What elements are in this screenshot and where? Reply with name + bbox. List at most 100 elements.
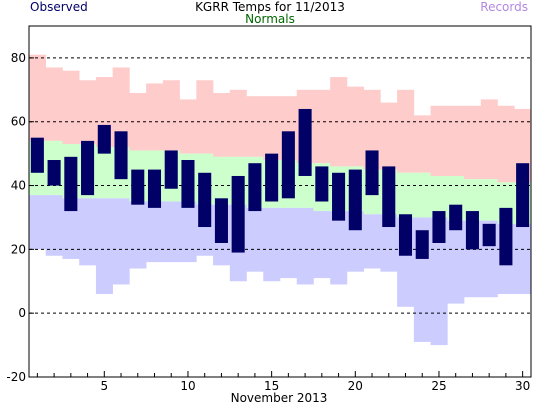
climate-bands (29, 54, 532, 346)
observed-bar (114, 131, 128, 180)
record-low-band (95, 198, 113, 295)
observed-bar (248, 163, 262, 212)
record-high-band (497, 105, 515, 183)
observed-bar (348, 169, 362, 231)
observed-bar (265, 153, 279, 202)
x-axis-label: November 2013 (231, 391, 328, 405)
y-tick-label: 0 (18, 306, 26, 320)
record-low-band (263, 207, 281, 282)
record-low-band (296, 207, 314, 285)
observed-bar (214, 198, 228, 243)
normal-band (413, 172, 431, 218)
record-low-band (313, 211, 331, 279)
axes: -20 0 20 40 60 80 5 10 15 20 25 30 (6, 25, 532, 393)
y-tick-label: 60 (11, 115, 26, 129)
observed-bar (465, 211, 479, 250)
record-low-band (79, 198, 97, 266)
normal-band (213, 156, 231, 205)
record-high-band (363, 89, 381, 170)
record-high-band (464, 105, 482, 180)
x-tick-label: 15 (264, 379, 279, 393)
observed-bar (47, 160, 61, 186)
legend-observed: Observed (30, 0, 88, 14)
chart-title: KGRR Temps for 11/2013 (195, 0, 345, 14)
observed-bar (315, 166, 329, 202)
observed-bar (298, 108, 312, 176)
x-tick-label: 5 (100, 379, 108, 393)
observed-bar (432, 211, 446, 243)
plot-frame (28, 25, 532, 378)
record-low-band (146, 201, 164, 263)
record-low-band (363, 214, 381, 269)
observed-bar (365, 150, 379, 196)
observed-bar (415, 230, 429, 259)
record-low-band (380, 214, 398, 272)
observed-bar (181, 160, 195, 208)
record-high-band (380, 102, 398, 170)
normal-band (397, 172, 415, 218)
record-high-band (45, 67, 63, 141)
record-high-band (413, 115, 431, 173)
observed-bar (482, 223, 496, 247)
record-high-band (162, 80, 180, 151)
observed-bar (398, 214, 413, 256)
record-low-band (280, 207, 298, 279)
observed-bar (449, 204, 463, 231)
observed-bar (64, 156, 78, 212)
observed-bar (198, 172, 212, 228)
record-high-band (112, 67, 130, 148)
normal-band (464, 179, 482, 221)
observed-bar (97, 124, 111, 154)
observed-bar (516, 163, 530, 228)
record-high-band (62, 70, 80, 145)
record-high-band (397, 89, 415, 173)
record-low-band (29, 195, 47, 250)
observed-bars (30, 108, 530, 266)
record-high-band (447, 105, 465, 176)
observed-bar (147, 169, 162, 208)
y-tick-label: 40 (11, 179, 26, 193)
record-high-band (229, 89, 247, 157)
observed-bar (131, 169, 145, 205)
record-high-band (246, 96, 264, 157)
observed-bar (382, 166, 396, 228)
normal-band (95, 147, 113, 199)
observed-bar (281, 131, 295, 199)
record-high-band (263, 96, 281, 161)
record-high-band (346, 86, 364, 167)
normal-band (430, 175, 448, 218)
observed-bar (30, 137, 44, 173)
record-low-band (162, 201, 180, 263)
legend-records: Records (480, 0, 528, 14)
record-high-band (430, 105, 448, 176)
record-low-band (514, 223, 532, 295)
normal-band (480, 179, 498, 221)
record-high-band (179, 99, 197, 154)
record-low-band (45, 195, 63, 256)
y-tick-label: -20 (6, 370, 26, 384)
x-tick-label: 20 (348, 379, 363, 393)
record-low-band (112, 198, 130, 285)
x-tick-label: 25 (431, 379, 446, 393)
record-high-band (196, 80, 214, 154)
record-low-band (447, 220, 465, 304)
y-tick-label: 80 (11, 51, 26, 65)
x-tick-label: 30 (515, 379, 530, 393)
record-high-band (480, 99, 498, 180)
record-low-band (129, 201, 147, 269)
record-high-band (29, 54, 47, 141)
observed-bar (231, 175, 245, 253)
record-high-band (213, 93, 231, 157)
observed-bar (81, 140, 95, 196)
record-high-band (79, 80, 97, 145)
observed-bar (332, 172, 346, 221)
record-low-band (330, 211, 348, 285)
record-low-band (246, 207, 264, 272)
record-high-band (313, 89, 331, 164)
record-low-band (179, 201, 197, 263)
record-low-band (62, 198, 80, 259)
legend-normals: Normals (245, 12, 295, 26)
record-high-band (146, 83, 164, 151)
observed-bar (164, 150, 178, 189)
